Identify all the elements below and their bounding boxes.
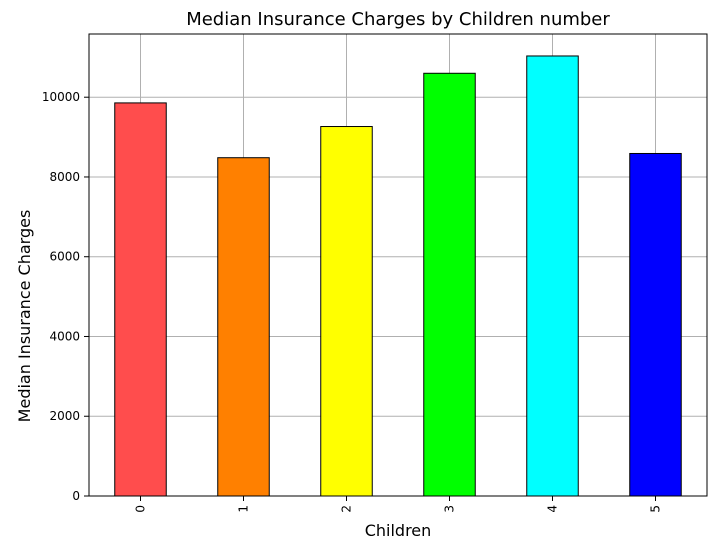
x-tick-label: 2 [340,505,354,513]
x-tick-label: 3 [443,505,457,513]
axes [84,33,708,501]
y-tick-label: 10000 [42,90,80,104]
bar-1 [217,157,270,497]
chart-title: Median Insurance Charges by Children num… [186,9,610,30]
x-tick-label: 1 [237,505,251,513]
x-tick-label: 4 [546,505,560,513]
y-tick-label: 6000 [49,250,80,264]
plot-frame [88,33,708,497]
bar-2 [320,126,373,497]
bar-4 [526,55,579,497]
y-tick-label: 4000 [49,329,80,343]
grid-lines [89,34,707,497]
y-axis-label: Median Insurance Charges [15,210,34,423]
y-tick-label: 2000 [49,409,80,423]
y-tick-label: 0 [72,489,80,503]
tick-labels: 0 2000 4000 6000 8000 10000 0 1 2 3 4 5 [42,90,663,512]
bar-3 [423,72,476,497]
bars [114,55,682,497]
bar-0 [114,102,167,497]
x-tick-label: 0 [134,505,148,513]
bar-5 [629,152,682,497]
y-tick-label: 8000 [49,170,80,184]
x-tick-label: 5 [649,505,663,513]
x-axis-label: Children [365,521,432,540]
